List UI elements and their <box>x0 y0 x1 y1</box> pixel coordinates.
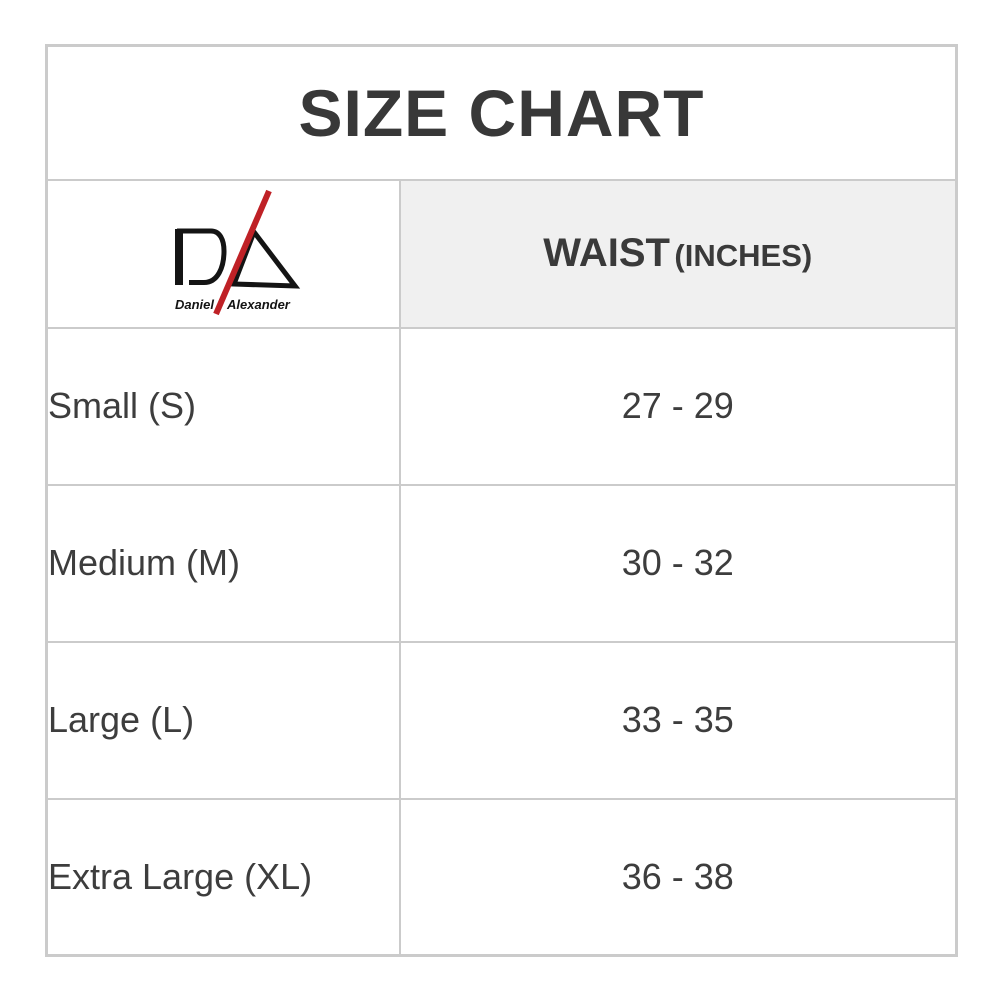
logo-text-alexander: Alexander <box>226 297 291 312</box>
title-row: SIZE CHART <box>45 44 958 181</box>
size-label: Small (S) <box>45 326 401 486</box>
header-row: Daniel Alexander WAIST (INCHES) <box>45 178 958 329</box>
waist-header-label: WAIST <box>543 231 670 275</box>
size-label: Extra Large (XL) <box>45 797 401 957</box>
size-table-row: Large (L) 33 - 35 <box>45 640 958 800</box>
size-table-row: Extra Large (XL) 36 - 38 <box>45 797 958 957</box>
waist-value: 30 - 32 <box>398 483 958 643</box>
waist-header-cell: WAIST (INCHES) <box>398 178 958 329</box>
logo-letter-a-triangle <box>230 226 301 289</box>
page-title: SIZE CHART <box>45 44 958 181</box>
size-chart-container: SIZE CHART Daniel Alexander <box>45 44 958 957</box>
waist-value: 36 - 38 <box>398 797 958 957</box>
brand-logo-cell: Daniel Alexander <box>45 178 401 329</box>
size-table-row: Small (S) 27 - 29 <box>45 326 958 486</box>
daniel-alexander-logo: Daniel Alexander <box>161 187 301 327</box>
waist-value: 33 - 35 <box>398 640 958 800</box>
brand-logo-icon: Daniel Alexander <box>175 189 301 315</box>
size-chart-table: SIZE CHART Daniel Alexander <box>45 44 958 957</box>
waist-value: 27 - 29 <box>398 326 958 486</box>
size-table-row: Medium (M) 30 - 32 <box>45 483 958 643</box>
waist-header-units: (INCHES) <box>674 238 813 273</box>
size-label: Medium (M) <box>45 483 401 643</box>
size-rows: SIZE CHART Daniel Alexander <box>45 44 958 957</box>
logo-red-slash-icon <box>213 189 273 315</box>
logo-letter-d-bowl <box>177 228 227 285</box>
size-label: Large (L) <box>45 640 401 800</box>
logo-text-daniel: Daniel <box>175 297 214 312</box>
